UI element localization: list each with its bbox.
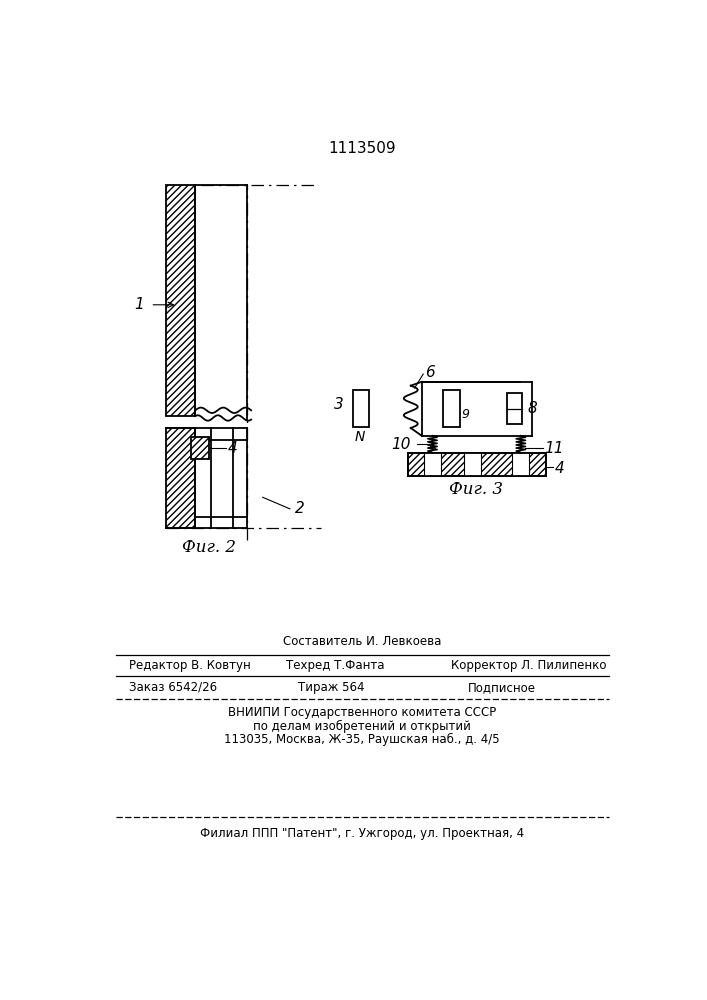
Bar: [443, 390, 460, 427]
Text: 10: 10: [391, 437, 411, 452]
Text: по делам изобретений и открытий: по делам изобретений и открытий: [253, 719, 471, 733]
Bar: [408, 453, 546, 476]
Text: Редактор В. Ковтун: Редактор В. Ковтун: [129, 659, 250, 672]
Text: 4: 4: [555, 461, 565, 476]
Text: 6: 6: [425, 365, 435, 380]
Text: 3: 3: [334, 397, 344, 412]
Text: 4: 4: [228, 441, 238, 456]
Text: Фиг. 2: Фиг. 2: [182, 539, 235, 556]
Text: 113035, Москва, Ж-35, Раушская наб., д. 4/5: 113035, Москва, Ж-35, Раушская наб., д. …: [224, 733, 500, 746]
Text: ВНИИПИ Государственного комитета СССР: ВНИИПИ Государственного комитета СССР: [228, 706, 496, 719]
Text: Заказ 6542/26: Заказ 6542/26: [129, 681, 217, 694]
Bar: [192, 437, 209, 459]
Text: 8: 8: [528, 401, 537, 416]
Text: Фиг. 3: Фиг. 3: [449, 481, 503, 498]
Text: Техред Т.Фанта: Техред Т.Фанта: [286, 659, 385, 672]
Text: 2: 2: [295, 501, 305, 516]
Bar: [507, 393, 522, 424]
Bar: [354, 390, 369, 427]
Bar: [464, 453, 481, 476]
Text: 9: 9: [462, 408, 470, 421]
Text: 1113509: 1113509: [328, 141, 396, 156]
Text: N: N: [354, 430, 365, 444]
Text: Корректор Л. Пилипенко: Корректор Л. Пилипенко: [451, 659, 607, 672]
Text: Подписное: Подписное: [468, 681, 536, 694]
Text: 11: 11: [544, 441, 563, 456]
Bar: [166, 428, 195, 528]
Text: Филиал ППП "Патент", г. Ужгород, ул. Проектная, 4: Филиал ППП "Патент", г. Ужгород, ул. Про…: [200, 827, 524, 840]
Bar: [166, 185, 195, 416]
Bar: [513, 453, 530, 476]
Text: Тираж 564: Тираж 564: [298, 681, 364, 694]
Text: Составитель И. Левкоева: Составитель И. Левкоева: [283, 635, 441, 648]
Bar: [424, 453, 441, 476]
Text: 1: 1: [134, 297, 144, 312]
